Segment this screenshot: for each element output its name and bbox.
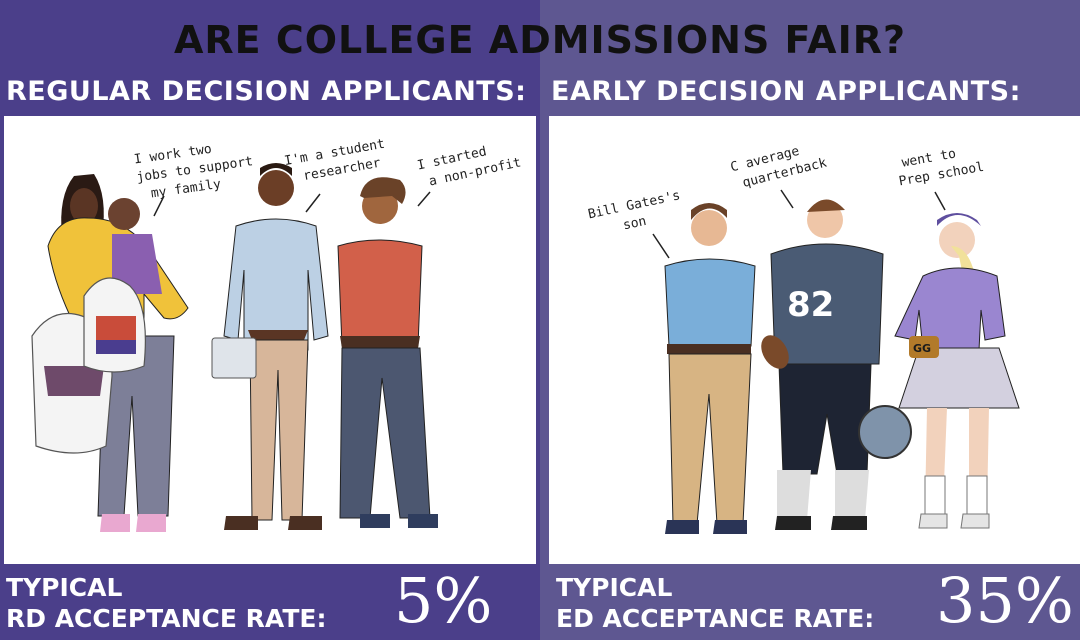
- son-quote: Bill Gates's son: [587, 187, 693, 240]
- early-decision-heading: EARLY DECISION APPLICANTS:: [551, 76, 1021, 107]
- non-profit-founder-figure: [337, 177, 438, 528]
- rd-footer-line1: TYPICAL: [6, 573, 123, 602]
- early-decision-illustration: 82 GG Bill Gates's: [549, 116, 1080, 564]
- ed-footer-line1: TYPICAL: [556, 573, 673, 602]
- founder-quote: I started a non-profit: [416, 138, 523, 191]
- mother-quote: I work two jobs to support my family: [133, 135, 264, 203]
- mother-figure: [47, 174, 189, 532]
- bag-label: GG: [913, 342, 931, 355]
- student-researcher-figure: [211, 163, 329, 530]
- ed-acceptance-rate: 35%: [936, 564, 1074, 637]
- son-quote-line: son: [622, 214, 648, 234]
- rd-footer-line2: RD ACCEPTANCE RATE:: [6, 604, 327, 633]
- page-title: ARE COLLEGE ADMISSIONS FAIR?: [173, 18, 907, 62]
- quarterback-quote: C average quarterback: [729, 138, 828, 193]
- regular-decision-heading: REGULAR DECISION APPLICANTS:: [6, 76, 527, 107]
- rd-acceptance-rate: 5%: [394, 564, 493, 637]
- regular-decision-illustration: I work two jobs to support my family I'm…: [4, 116, 536, 564]
- ed-footer-line2: ED ACCEPTANCE RATE:: [556, 604, 875, 633]
- early-decision-drawing: 82 GG Bill Gates's: [587, 138, 1020, 534]
- prep-school-figure: GG: [894, 213, 1020, 529]
- grocery-bags: [31, 277, 146, 454]
- regular-decision-drawing: I work two jobs to support my family I'm…: [31, 135, 523, 532]
- bill-gates-son-figure: [664, 203, 756, 534]
- quarterback-figure: 82: [761, 199, 912, 530]
- jersey-number: 82: [787, 285, 834, 325]
- prep-quote: went to Prep school: [895, 142, 986, 189]
